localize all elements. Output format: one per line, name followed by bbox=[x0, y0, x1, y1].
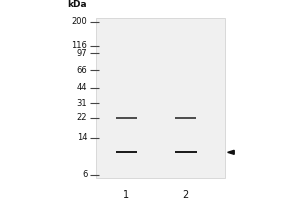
Text: 22: 22 bbox=[77, 113, 87, 122]
Bar bbox=[175, 151, 197, 153]
Text: 6: 6 bbox=[82, 170, 87, 179]
Text: 116: 116 bbox=[71, 41, 87, 50]
Text: 31: 31 bbox=[77, 99, 87, 108]
Text: 2: 2 bbox=[183, 190, 189, 200]
Bar bbox=[116, 117, 136, 119]
Text: 66: 66 bbox=[76, 66, 87, 75]
Bar bbox=[116, 151, 136, 153]
Polygon shape bbox=[228, 150, 234, 154]
Text: 200: 200 bbox=[71, 17, 87, 26]
Bar bbox=[176, 117, 196, 119]
Text: 44: 44 bbox=[77, 83, 87, 92]
Text: 1: 1 bbox=[123, 190, 129, 200]
Text: 14: 14 bbox=[77, 133, 87, 142]
Text: 97: 97 bbox=[77, 49, 87, 58]
Bar bbox=[96, 18, 225, 178]
Text: kDa: kDa bbox=[68, 0, 87, 9]
